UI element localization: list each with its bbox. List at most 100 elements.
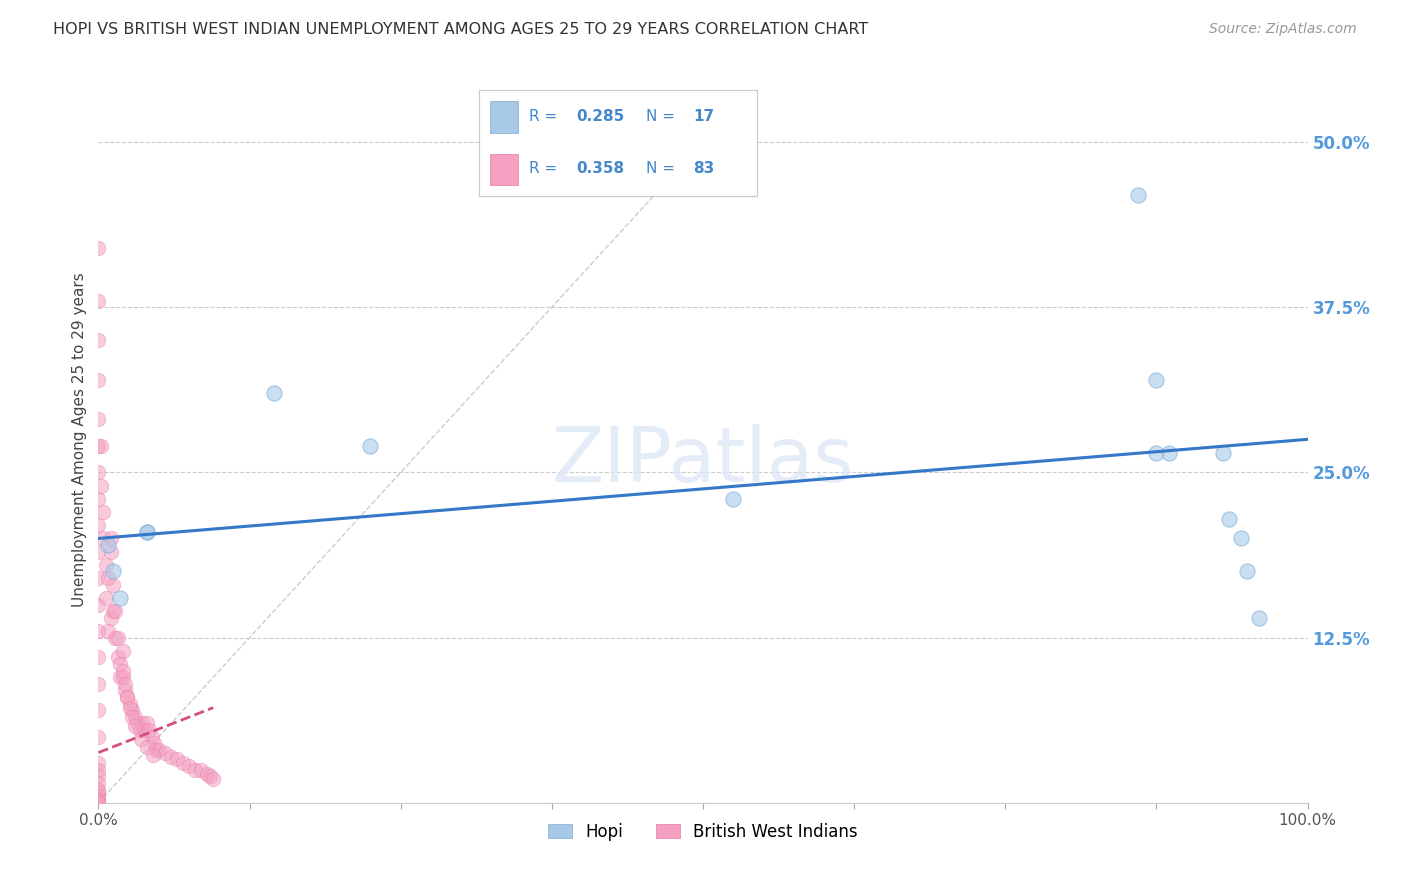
Point <box>87 785 110 799</box>
Point <box>87 544 110 558</box>
Point <box>117 690 139 704</box>
Point <box>153 746 176 760</box>
Point <box>97 571 120 585</box>
Point <box>127 716 149 731</box>
Point <box>179 759 201 773</box>
Point <box>135 524 157 539</box>
Point <box>124 719 146 733</box>
Point <box>87 439 110 453</box>
Y-axis label: Unemployment Among Ages 25 to 29 years: Unemployment Among Ages 25 to 29 years <box>72 272 87 607</box>
Point <box>94 591 117 605</box>
Point <box>87 373 110 387</box>
Point <box>101 578 124 592</box>
Point <box>107 631 129 645</box>
Point <box>111 644 134 658</box>
Point <box>124 710 146 724</box>
Point <box>87 703 110 717</box>
Point <box>172 756 194 771</box>
Point <box>1249 611 1271 625</box>
Point <box>143 736 166 750</box>
Point <box>142 748 165 763</box>
Point <box>135 716 157 731</box>
Point <box>91 532 114 546</box>
Point <box>263 386 285 401</box>
Point <box>97 624 120 638</box>
Point <box>134 723 156 737</box>
Point <box>87 598 110 612</box>
Point <box>117 690 139 704</box>
Point <box>87 677 110 691</box>
Point <box>1236 565 1258 579</box>
Point <box>108 670 131 684</box>
Point <box>148 743 170 757</box>
Point <box>129 732 152 747</box>
Point <box>87 769 110 783</box>
Point <box>128 723 150 737</box>
Point <box>90 478 112 492</box>
Point <box>87 795 110 809</box>
Point <box>87 730 110 744</box>
Point <box>135 740 157 755</box>
Point <box>190 763 212 777</box>
Point <box>87 412 110 426</box>
Point <box>135 524 157 539</box>
Point <box>1128 187 1150 202</box>
Point <box>87 624 110 638</box>
Point <box>104 631 127 645</box>
Text: HOPI VS BRITISH WEST INDIAN UNEMPLOYMENT AMONG AGES 25 TO 29 YEARS CORRELATION C: HOPI VS BRITISH WEST INDIAN UNEMPLOYMENT… <box>53 22 869 37</box>
Point <box>118 697 141 711</box>
Point <box>87 333 110 347</box>
Point <box>87 466 110 480</box>
Point <box>87 789 110 804</box>
Point <box>1218 511 1240 525</box>
Point <box>104 604 127 618</box>
Text: ZIPatlas: ZIPatlas <box>551 424 855 498</box>
Point <box>141 730 163 744</box>
Point <box>198 769 221 783</box>
Point <box>166 752 188 766</box>
Point <box>87 518 110 533</box>
Point <box>87 796 110 810</box>
Point <box>195 766 218 780</box>
Point <box>160 749 183 764</box>
Point <box>87 756 110 771</box>
Point <box>87 571 110 585</box>
Point <box>118 700 141 714</box>
Point <box>1230 532 1253 546</box>
Point <box>100 611 122 625</box>
Point <box>87 491 110 506</box>
Point <box>87 792 110 806</box>
Point <box>111 664 134 678</box>
Point <box>723 491 745 506</box>
Point <box>114 677 136 691</box>
Point <box>1146 445 1168 459</box>
Point <box>184 763 207 777</box>
Point <box>114 683 136 698</box>
Point <box>138 723 160 737</box>
Point <box>108 591 131 605</box>
Point <box>101 565 124 579</box>
Point <box>145 743 167 757</box>
Point <box>107 650 129 665</box>
Legend: Hopi, British West Indians: Hopi, British West Indians <box>540 814 866 849</box>
Point <box>87 650 110 665</box>
Text: Source: ZipAtlas.com: Source: ZipAtlas.com <box>1209 22 1357 37</box>
Point <box>87 782 110 797</box>
Point <box>121 703 143 717</box>
Point <box>100 532 122 546</box>
Point <box>87 241 110 255</box>
Point <box>97 538 120 552</box>
Point <box>101 604 124 618</box>
Point <box>1157 445 1180 459</box>
Point <box>87 796 110 810</box>
Point <box>87 763 110 777</box>
Point <box>360 439 382 453</box>
Point <box>100 544 122 558</box>
Point <box>111 670 134 684</box>
Point <box>87 776 110 790</box>
Point <box>108 657 131 671</box>
Point <box>121 710 143 724</box>
Point <box>87 293 110 308</box>
Point <box>131 716 153 731</box>
Point <box>94 558 117 572</box>
